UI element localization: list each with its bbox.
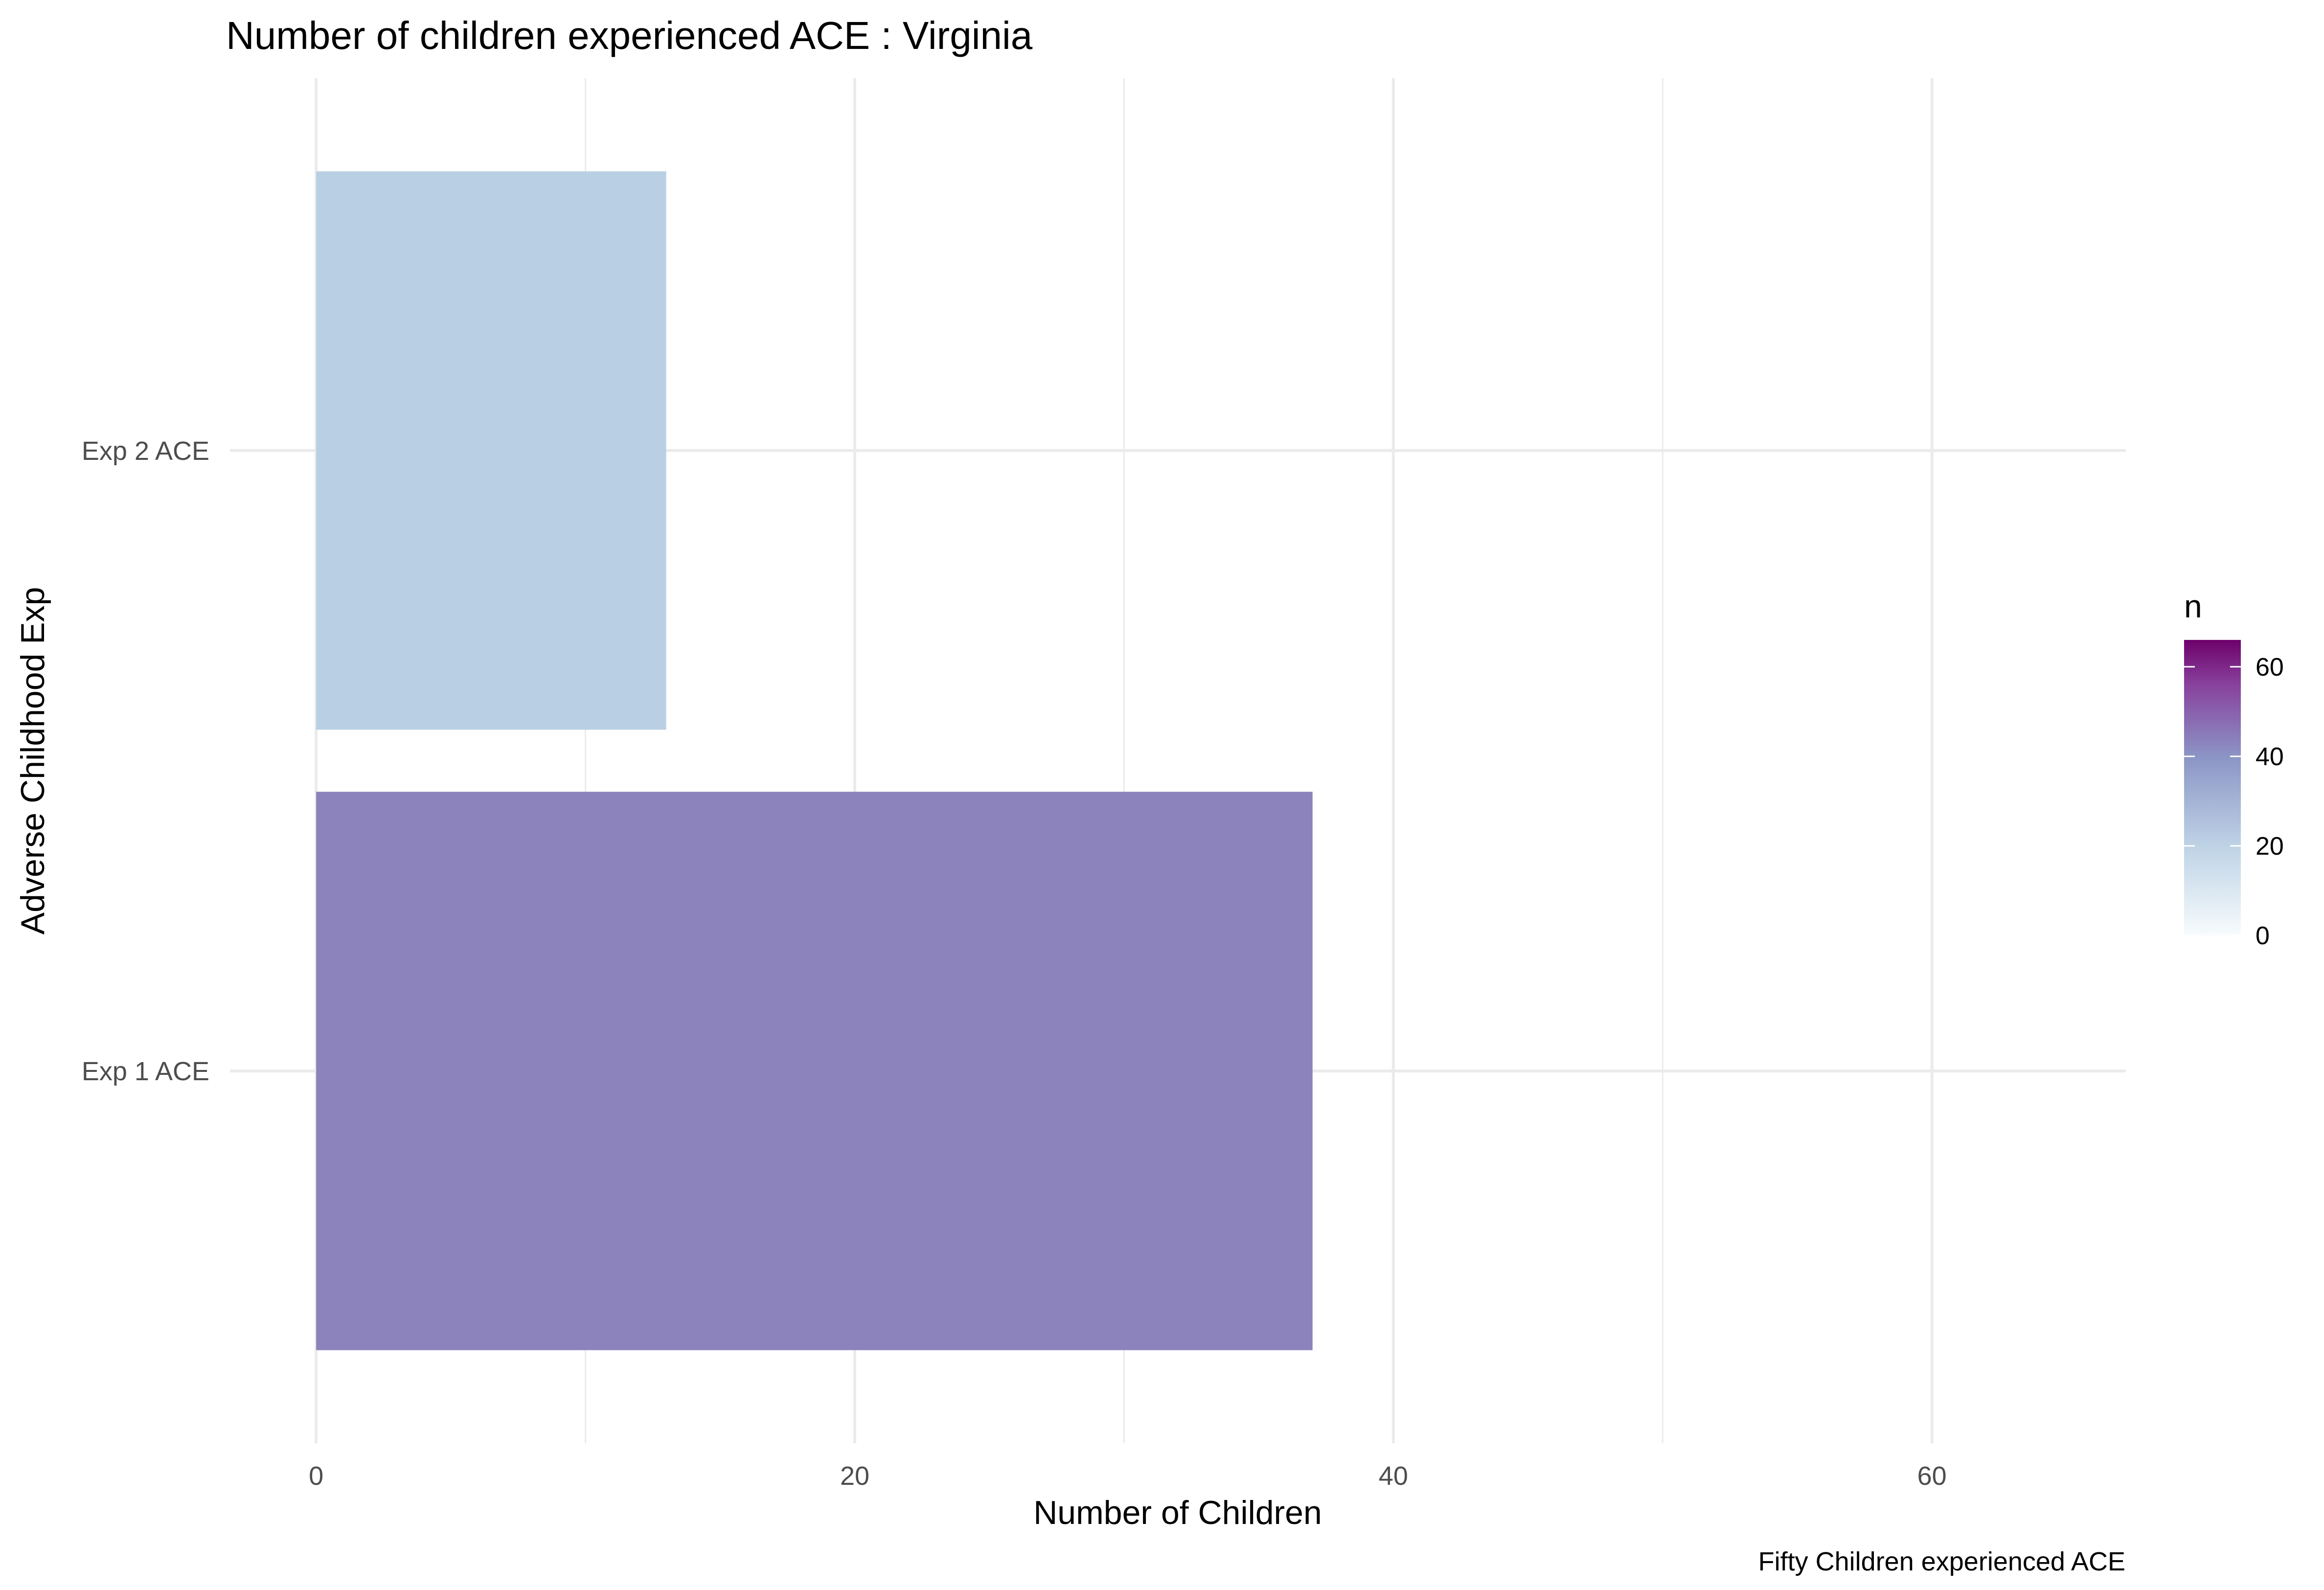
x-tick-label: 20 <box>840 1461 869 1491</box>
y-tick-label: Exp 2 ACE <box>82 436 209 466</box>
plot-grid <box>230 78 2126 1443</box>
x-axis-ticks: 0 20 40 60 <box>309 1461 1947 1491</box>
chart-title: Number of children experienced ACE : Vir… <box>226 14 1033 57</box>
legend-ticks: 0 20 40 60 <box>2184 653 2284 950</box>
y-axis-title: Adverse Childhood Exp <box>14 587 51 935</box>
y-tick-label: Exp 1 ACE <box>82 1057 209 1086</box>
chart-caption: Fifty Children experienced ACE <box>1758 1547 2125 1576</box>
x-axis-title: Number of Children <box>1033 1494 1322 1531</box>
legend: n 0 20 40 60 <box>2184 588 2284 950</box>
x-tick-label: 40 <box>1379 1461 1408 1491</box>
x-tick-label: 0 <box>309 1461 323 1491</box>
y-axis-ticks: Exp 1 ACE Exp 2 ACE <box>82 436 209 1086</box>
legend-tick-label: 0 <box>2256 922 2270 950</box>
plot-bars <box>316 171 1313 1350</box>
x-tick-label: 60 <box>1917 1461 1947 1491</box>
legend-tick-label: 60 <box>2256 653 2284 681</box>
bar-exp-1-ace <box>316 792 1313 1350</box>
legend-tick-label: 40 <box>2256 743 2284 771</box>
legend-tick-label: 20 <box>2256 832 2284 861</box>
bar-exp-2-ace <box>316 171 666 730</box>
legend-title: n <box>2184 588 2202 624</box>
legend-colorbar <box>2184 640 2241 935</box>
